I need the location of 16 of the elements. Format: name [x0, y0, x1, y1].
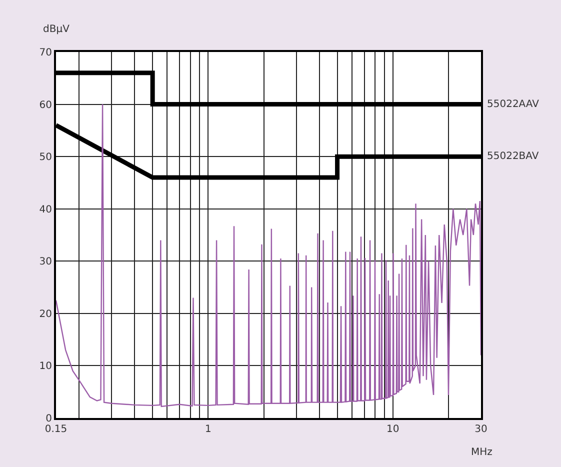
series-label: 55022BAV — [487, 151, 539, 162]
y-tick-label: 20 — [39, 308, 52, 320]
y-tick-label: 10 — [39, 361, 52, 372]
y-axis-title: dBµV — [43, 24, 70, 35]
x-axis-title: MHz — [471, 447, 492, 458]
y-tick-label: 50 — [39, 152, 52, 164]
y-tick-label: 60 — [39, 100, 52, 111]
series-label: 55022AAV — [487, 99, 540, 110]
x-tick-label: 10 — [386, 424, 400, 435]
x-tick-label: 0.15 — [44, 424, 68, 435]
y-tick-label: 30 — [39, 256, 52, 268]
x-tick-label: 1 — [204, 424, 212, 435]
y-tick-label: 70 — [39, 48, 52, 58]
x-tick-label: 30 — [474, 424, 488, 435]
y-tick-label: 40 — [39, 204, 52, 216]
y-tick-label: 0 — [46, 414, 52, 424]
